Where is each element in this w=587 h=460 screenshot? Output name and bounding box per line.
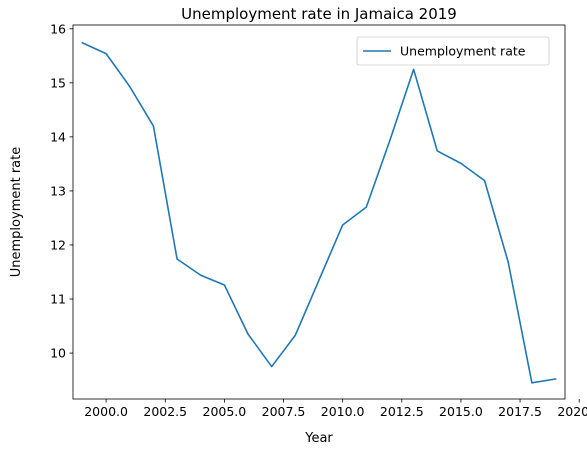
plot-frame bbox=[72, 24, 566, 400]
legend: Unemployment rate bbox=[356, 36, 550, 66]
x-tick-label: 2015.0 bbox=[439, 404, 483, 419]
y-tick-label: 10 bbox=[50, 346, 66, 361]
x-tick-label: 2017.5 bbox=[498, 404, 542, 419]
axis-ticks: 2000.0 2002.5 2005.0 2007.5 2010.0 2012.5 2015… bbox=[50, 21, 587, 419]
series-line bbox=[81, 41, 557, 384]
x-tick-label: 2007.5 bbox=[262, 404, 306, 419]
legend-label: Unemployment rate bbox=[400, 44, 526, 59]
x-tick-label: 2020.0 bbox=[557, 404, 587, 419]
x-tick-label: 2002.5 bbox=[143, 404, 187, 419]
x-tick-label: 2000.0 bbox=[84, 404, 128, 419]
x-tick-label: 2005.0 bbox=[203, 404, 247, 419]
x-tick-label: 2010.0 bbox=[321, 404, 365, 419]
y-tick-label: 16 bbox=[50, 21, 66, 36]
series-layer bbox=[81, 41, 557, 384]
chart-title: Unemployment rate in Jamaica 2019 bbox=[181, 5, 457, 23]
y-tick-label: 11 bbox=[50, 292, 66, 307]
y-tick-label: 14 bbox=[50, 129, 66, 144]
y-tick-label: 13 bbox=[50, 183, 66, 198]
x-tick-label: 2012.5 bbox=[380, 404, 424, 419]
y-tick-label: 12 bbox=[50, 237, 66, 252]
legend-box bbox=[356, 36, 550, 66]
y-axis-label: Unemployment rate bbox=[9, 147, 24, 277]
y-tick-label: 15 bbox=[50, 75, 66, 90]
x-axis-label: Year bbox=[304, 431, 333, 446]
